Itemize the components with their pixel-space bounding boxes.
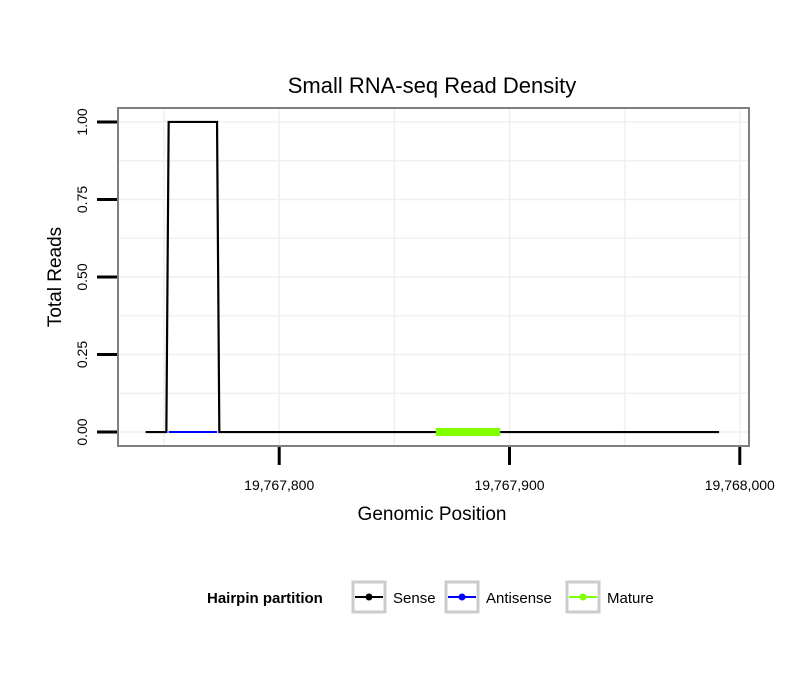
y-tick-label: 0.25 [74,341,90,368]
y-axis-title: Total Reads [45,227,66,327]
legend-label-sense: Sense [393,590,436,607]
legend-key-point-mature [579,593,587,601]
series-line-sense [145,120,720,434]
legend-label-mature: Mature [607,590,654,607]
chart-title: Small RNA-seq Read Density [288,73,577,98]
legend-label-antisense: Antisense [486,590,552,607]
legend-title: Hairpin partition [207,590,323,607]
x-axis-title: Genomic Position [358,504,507,525]
x-tick-label: 19,768,000 [705,477,775,493]
axes: 0.00 0.25 0.50 0.75 1.00 19,767,800 19,767,900… [74,108,775,493]
x-tick-label: 19,767,800 [244,477,314,493]
x-tick-label: 19,767,900 [474,477,544,493]
y-tick-label: 1.00 [74,108,90,135]
series-lines [145,120,720,437]
plot-panel-border [117,107,750,447]
grid-lines [118,108,749,446]
legend-key-point-antisense [458,593,466,601]
y-tick-label: 0.75 [74,186,90,213]
y-tick-label: 0.50 [74,263,90,290]
y-tick-label: 0.00 [74,418,90,445]
legend: Hairpin partition Sense Antisense Mature [207,580,654,614]
legend-key-point-sense [365,593,373,601]
